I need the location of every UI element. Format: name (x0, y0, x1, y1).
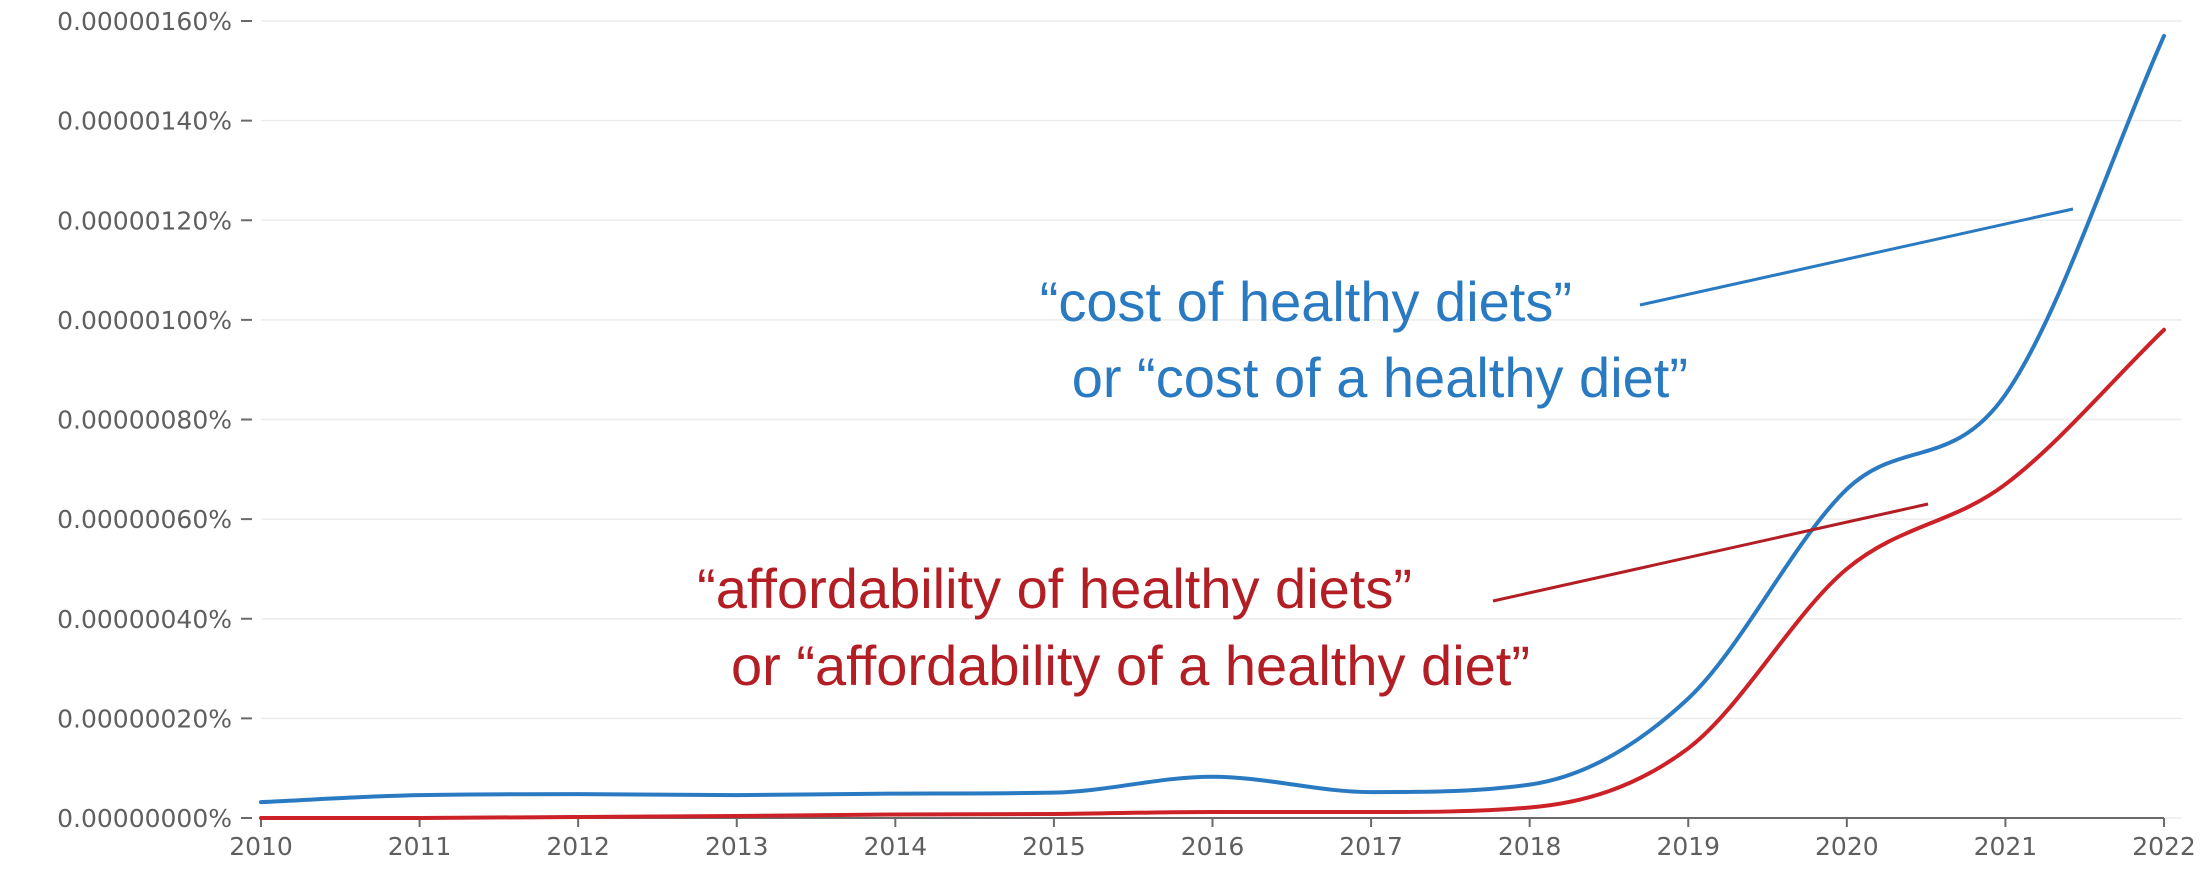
annotation-leader-line-1 (1639, 207, 2074, 307)
series-annotation-1-line-2: or “cost of a healthy diet” (1072, 346, 1688, 409)
annotation-leader-line-2 (1492, 502, 1929, 603)
series-annotation-1-line-1: “cost of healthy diets” (1040, 270, 1572, 333)
y-tick-label: 0.00000040% (57, 605, 232, 634)
axes: 0.00000000% 0.00000020% 0.00000040% 0.00000… (57, 7, 2196, 861)
y-tick-label: 0.00000120% (57, 206, 232, 235)
x-tick-label: 2017 (1339, 832, 1403, 861)
y-tick-label: 0.00000000% (57, 804, 232, 833)
x-tick-label: 2022 (2132, 832, 2196, 861)
y-tick-label: 0.00000100% (57, 306, 232, 335)
x-tick-label: 2015 (1022, 832, 1086, 861)
series-lines (259, 33, 2166, 821)
annotations: “cost of healthy diets” or “cost of a hea… (697, 207, 2074, 697)
y-tick-label: 0.00000140% (57, 107, 232, 136)
series-annotation-2-line-2: or “affordability of a healthy diet” (731, 634, 1530, 697)
x-tick-label: 2013 (705, 832, 769, 861)
x-tick-label: 2010 (229, 832, 293, 861)
x-tick-label: 2020 (1815, 832, 1879, 861)
x-tick-label: 2014 (864, 832, 928, 861)
y-tick-label: 0.00000080% (57, 406, 232, 435)
series-line-1 (259, 33, 2166, 805)
x-tick-label: 2021 (1974, 832, 2038, 861)
x-tick-label: 2012 (546, 832, 610, 861)
y-tick-label: 0.00000060% (57, 505, 232, 534)
grid-lines (261, 20, 2182, 819)
x-tick-label: 2018 (1498, 832, 1562, 861)
x-tick-label: 2016 (1181, 832, 1245, 861)
x-tick-label: 2011 (388, 832, 452, 861)
y-tick-label: 0.00000020% (57, 704, 232, 733)
series-line-2 (259, 327, 2166, 821)
y-tick-label: 0.00000160% (57, 7, 232, 36)
series-annotation-2-line-1: “affordability of healthy diets” (697, 557, 1412, 620)
x-tick-label: 2019 (1656, 832, 1720, 861)
